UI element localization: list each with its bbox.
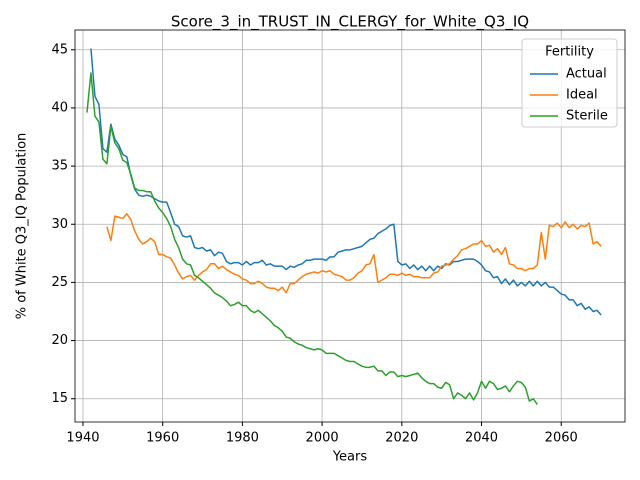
series-line xyxy=(90,48,602,316)
x-tick-label: 1980 xyxy=(226,431,259,446)
chart-title: Score_3_in_TRUST_IN_CLERGY_for_White_Q3_… xyxy=(171,13,529,32)
y-tick-label: 40 xyxy=(51,100,68,115)
x-tick-label: 2020 xyxy=(385,431,418,446)
x-tick-label: 2040 xyxy=(465,431,498,446)
legend-box xyxy=(521,38,618,128)
y-axis-label: % of White Q3_IQ Population xyxy=(15,133,30,320)
x-tick-label: 1960 xyxy=(146,431,179,446)
legend: Fertility Actual Ideal Sterile xyxy=(521,38,618,128)
legend-title: Fertility xyxy=(545,45,594,60)
x-axis-label: Years xyxy=(332,450,368,465)
series-line xyxy=(86,72,538,405)
y-tick-label: 20 xyxy=(51,333,68,348)
y-tick-label: 15 xyxy=(51,391,68,406)
x-tick-label: 2060 xyxy=(545,431,578,446)
y-tick-label: 45 xyxy=(51,42,68,57)
plot-frame xyxy=(74,29,626,423)
x-tick-label: 2000 xyxy=(306,431,339,446)
y-tick-label: 25 xyxy=(51,275,68,290)
legend-label: Ideal xyxy=(566,88,598,103)
legend-label: Actual xyxy=(566,67,607,82)
legend-label: Sterile xyxy=(566,109,608,124)
y-tick-label: 35 xyxy=(51,159,68,174)
series-line xyxy=(106,213,602,294)
x-tick-label: 1940 xyxy=(66,431,99,446)
y-tick-label: 30 xyxy=(51,217,68,232)
